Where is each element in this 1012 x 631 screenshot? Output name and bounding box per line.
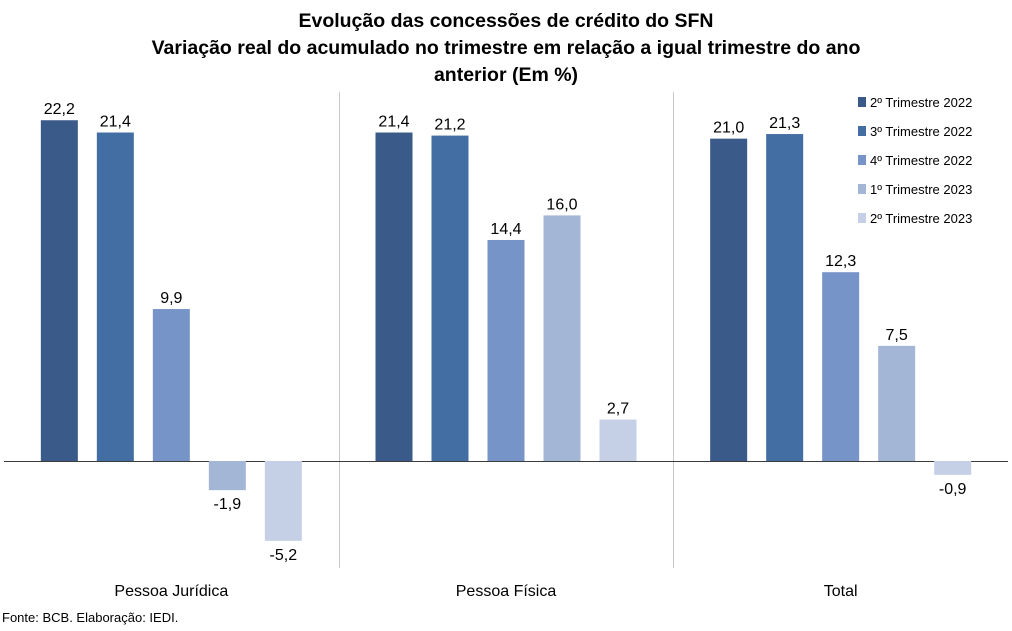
chart-title-line-1: Evolução das concessões de crédito do SF… <box>298 10 714 32</box>
bar <box>487 239 525 461</box>
category-label: Pessoa Jurídica <box>114 583 228 600</box>
legend-swatch <box>858 97 866 107</box>
legend-swatch <box>858 184 866 194</box>
category-label: Pessoa Física <box>456 583 557 600</box>
data-label: 21,3 <box>769 115 800 132</box>
bar <box>375 132 413 461</box>
data-label: 14,4 <box>490 221 521 238</box>
bar <box>710 138 748 461</box>
data-label: 12,3 <box>825 253 856 270</box>
bar <box>543 215 581 461</box>
data-label: 21,2 <box>434 117 465 134</box>
legend-swatch <box>858 155 866 165</box>
legend-label: 4º Trimestre 2022 <box>870 153 972 168</box>
bar <box>152 309 190 461</box>
data-label: 21,4 <box>378 114 409 131</box>
source-note: Fonte: BCB. Elaboração: IEDI. <box>2 610 179 625</box>
legend-label: 1º Trimestre 2023 <box>870 182 972 197</box>
legend-label: 2º Trimestre 2023 <box>870 211 972 226</box>
data-label: 2,7 <box>607 401 629 418</box>
legend-swatch <box>858 126 866 136</box>
bar <box>934 461 972 475</box>
bar <box>264 461 302 541</box>
data-label: -5,2 <box>270 547 298 564</box>
legend-label: 3º Trimestre 2022 <box>870 124 972 139</box>
bar <box>208 461 246 491</box>
data-label: -1,9 <box>214 496 242 513</box>
category-label: Total <box>824 583 858 600</box>
bar <box>822 272 860 461</box>
data-label: 7,5 <box>886 327 908 344</box>
bar <box>599 419 637 461</box>
data-label: -0,9 <box>939 481 967 498</box>
chart-title-line-3: anterior (Em %) <box>433 64 579 86</box>
bar <box>40 120 78 461</box>
data-label: 22,2 <box>44 101 75 118</box>
chart-title-line-2: Variação real do acumulado no trimestre … <box>151 37 861 59</box>
data-label: 21,4 <box>100 114 131 131</box>
data-label: 9,9 <box>160 290 182 307</box>
bar <box>766 134 804 462</box>
bar <box>431 135 469 461</box>
chart-title: Evolução das concessões de crédito do SF… <box>0 8 1012 89</box>
bar <box>96 132 134 461</box>
legend-swatch <box>858 213 866 223</box>
legend-label: 2º Trimestre 2022 <box>870 95 972 110</box>
bar <box>878 345 916 461</box>
data-label: 21,0 <box>713 120 744 137</box>
data-label: 16,0 <box>546 196 577 213</box>
